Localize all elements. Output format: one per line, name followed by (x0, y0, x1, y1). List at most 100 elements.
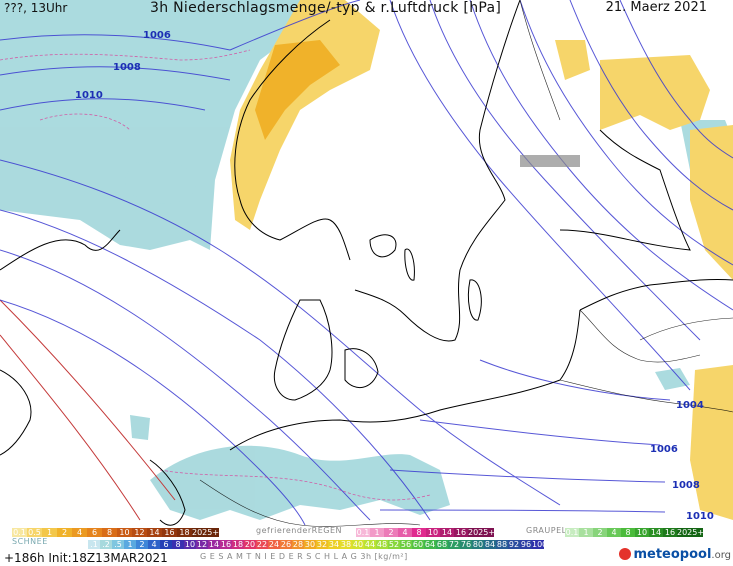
legend-cell: 96 (520, 540, 532, 549)
legend-rain-scale: 0.1 0.5 1 2 4 6 8 10 12 14 16 18 2025+ (12, 528, 219, 537)
legend-cell: 80 (472, 540, 484, 549)
legend-cell: 2 (136, 540, 148, 549)
isobar-label: 1010 (75, 90, 103, 101)
lake-vattern (404, 248, 415, 281)
model-run-info: +186h Init:18Z13MAR2021 (4, 551, 168, 565)
legend-cell: 1 (124, 540, 136, 549)
zealand (344, 348, 379, 388)
legend-cell: 18 (232, 540, 244, 549)
legend-cell: 6 (160, 540, 172, 549)
legend-cell: 8 (102, 528, 117, 537)
legend-freezing-scale: 0.1 1 2 4 8 10 14 16 2025+ (356, 528, 494, 537)
legend-cell: 100 (532, 540, 544, 549)
brand-icon (619, 548, 632, 560)
legend-cell: 34 (328, 540, 340, 549)
legend-cell: 92 (508, 540, 520, 549)
legend-cell: 10 (635, 528, 649, 537)
isobar-label: 1010 (686, 511, 714, 522)
legend-cell: 16 (663, 528, 677, 537)
legend-cell: 14 (147, 528, 162, 537)
legend-graupel-scale: 0.1 1 2 4 8 10 14 16 2025+ (565, 528, 703, 537)
legend-cell: 2025+ (192, 528, 219, 537)
legend-cell: 84 (484, 540, 496, 549)
legend-cell: 14 (440, 528, 454, 537)
rain-area-northeast (600, 55, 710, 130)
legend-total-label: G E S A M T N I E D E R S C H L A G 3h [… (200, 552, 408, 561)
legend-cell: .5 (112, 540, 124, 549)
legend-cell: 88 (496, 540, 508, 549)
legend-cell: 0.1 (12, 528, 27, 537)
brand-suffix: .org (711, 550, 731, 561)
map-date: 21. Maerz 2021 (605, 0, 707, 15)
uk-coast (0, 369, 32, 456)
legend-cell: 4 (148, 540, 160, 549)
coastlines (0, 0, 733, 526)
legend-cell: 10 (426, 528, 440, 537)
map-title: 3h Niederschlagsmenge/-typ & r.Luftdruck… (150, 0, 502, 16)
brand-name: meteopool (633, 547, 712, 562)
legend-cell: 38 (340, 540, 352, 549)
legend-snow-label: SCHNEE (12, 537, 48, 546)
rain-area-norway (230, 0, 380, 230)
legend-cell: 10 (117, 528, 132, 537)
legend-cell: 0.1 (356, 528, 370, 537)
legend-cell: 22 (256, 540, 268, 549)
legend-cell: 18 (177, 528, 192, 537)
snow-area-cloud-west (125, 161, 196, 204)
legend-cell: 52 (388, 540, 400, 549)
legend-cell: 1 (42, 528, 57, 537)
legend-cell: 0.5 (27, 528, 42, 537)
legend-cell: 16 (454, 528, 468, 537)
legend-cell: 16 (162, 528, 177, 537)
rain-area-north (555, 40, 590, 80)
isobars (0, 0, 733, 526)
legend-cell: 4 (72, 528, 87, 537)
snow-area-northwest (0, 0, 300, 250)
legend-cell: 2025+ (468, 528, 494, 537)
legend-cell: .1 (88, 540, 100, 549)
legend-cell: 8 (412, 528, 426, 537)
legend-cell: 20 (244, 540, 256, 549)
west-europe-coast (0, 229, 121, 271)
rain-fields (230, 0, 733, 520)
denmark-coast (273, 299, 333, 401)
legend-cell: 4 (607, 528, 621, 537)
snow-area-south (150, 445, 450, 520)
legend-cell: 26 (280, 540, 292, 549)
map-location-time: ???, 13Uhr (4, 1, 68, 15)
legend-total-scale: .1.2.5 1 2 4 6 8 10 12 14 16 18 20 22 24 26 28 30 32 34 38 4… (88, 540, 544, 549)
legend-cell: 68 (436, 540, 448, 549)
isobar-labels: 1006 1008 1010 1004 1006 1008 1010 (75, 30, 714, 522)
netherlands-coast (149, 459, 186, 526)
ice-speckle (520, 155, 580, 167)
legend-cell: 0.1 (565, 528, 579, 537)
legend-cell: 64 (424, 540, 436, 549)
legend-graupel-label: GRAUPEL (526, 526, 567, 535)
legend-cell: 32 (316, 540, 328, 549)
legend-cell: 10 (184, 540, 196, 549)
legend-cell: 28 (292, 540, 304, 549)
rain-area-southeast (690, 365, 733, 520)
legend-cell: 40 (352, 540, 364, 549)
snow-area-southwest (130, 415, 150, 440)
legend-cell: 60 (412, 540, 424, 549)
isobar-label: 1008 (672, 480, 700, 491)
finland-coast (559, 129, 691, 251)
legend-cell: 4 (398, 528, 412, 537)
legend-cell: 44 (364, 540, 376, 549)
legend-cell: 14 (649, 528, 663, 537)
legend-cell: 14 (208, 540, 220, 549)
baltic-states-coast (579, 278, 733, 311)
gotland (467, 279, 482, 321)
legend-cell: 8 (621, 528, 635, 537)
legend-cell: 6 (87, 528, 102, 537)
legend-freezing-label: gefrierenderREGEN (256, 526, 342, 535)
baltic-south-coast (229, 309, 581, 451)
legend-cell: 1 (370, 528, 384, 537)
legend-cell: 12 (132, 528, 147, 537)
meteopool-logo[interactable]: meteopool.org (619, 547, 731, 562)
legend-cell: .2 (100, 540, 112, 549)
rain-area-finland (690, 125, 733, 280)
legend-cell: 76 (460, 540, 472, 549)
legend-cell: 12 (196, 540, 208, 549)
